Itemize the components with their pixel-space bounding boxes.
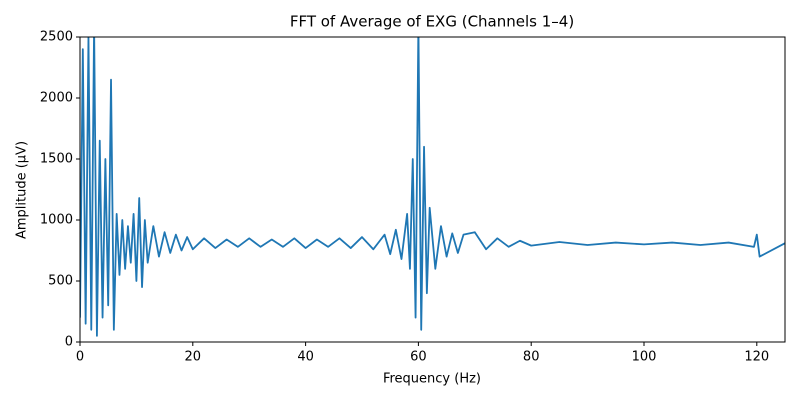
x-tick-label: 0 [76, 350, 84, 365]
y-tick-label: 500 [48, 274, 73, 289]
data-line [80, 37, 785, 337]
x-axis-label: Frequency (Hz) [383, 372, 481, 387]
y-tick-label: 2000 [40, 91, 73, 106]
x-tick-label: 80 [523, 350, 540, 365]
x-tick-label: 40 [297, 350, 314, 365]
y-tick-label: 1500 [40, 152, 73, 167]
chart-title: FFT of Average of EXG (Channels 1–4) [290, 13, 574, 31]
x-tick-label: 20 [185, 350, 202, 365]
y-tick-label: 1000 [40, 213, 73, 228]
x-tick-label: 60 [410, 350, 427, 365]
y-axis-label: Amplitude (µV) [15, 141, 30, 239]
y-tick-label: 2500 [40, 30, 73, 45]
plot-frame [79, 36, 786, 343]
x-tick-label: 100 [632, 350, 657, 365]
y-tick-label: 0 [65, 335, 73, 350]
x-tick-label: 120 [744, 350, 769, 365]
